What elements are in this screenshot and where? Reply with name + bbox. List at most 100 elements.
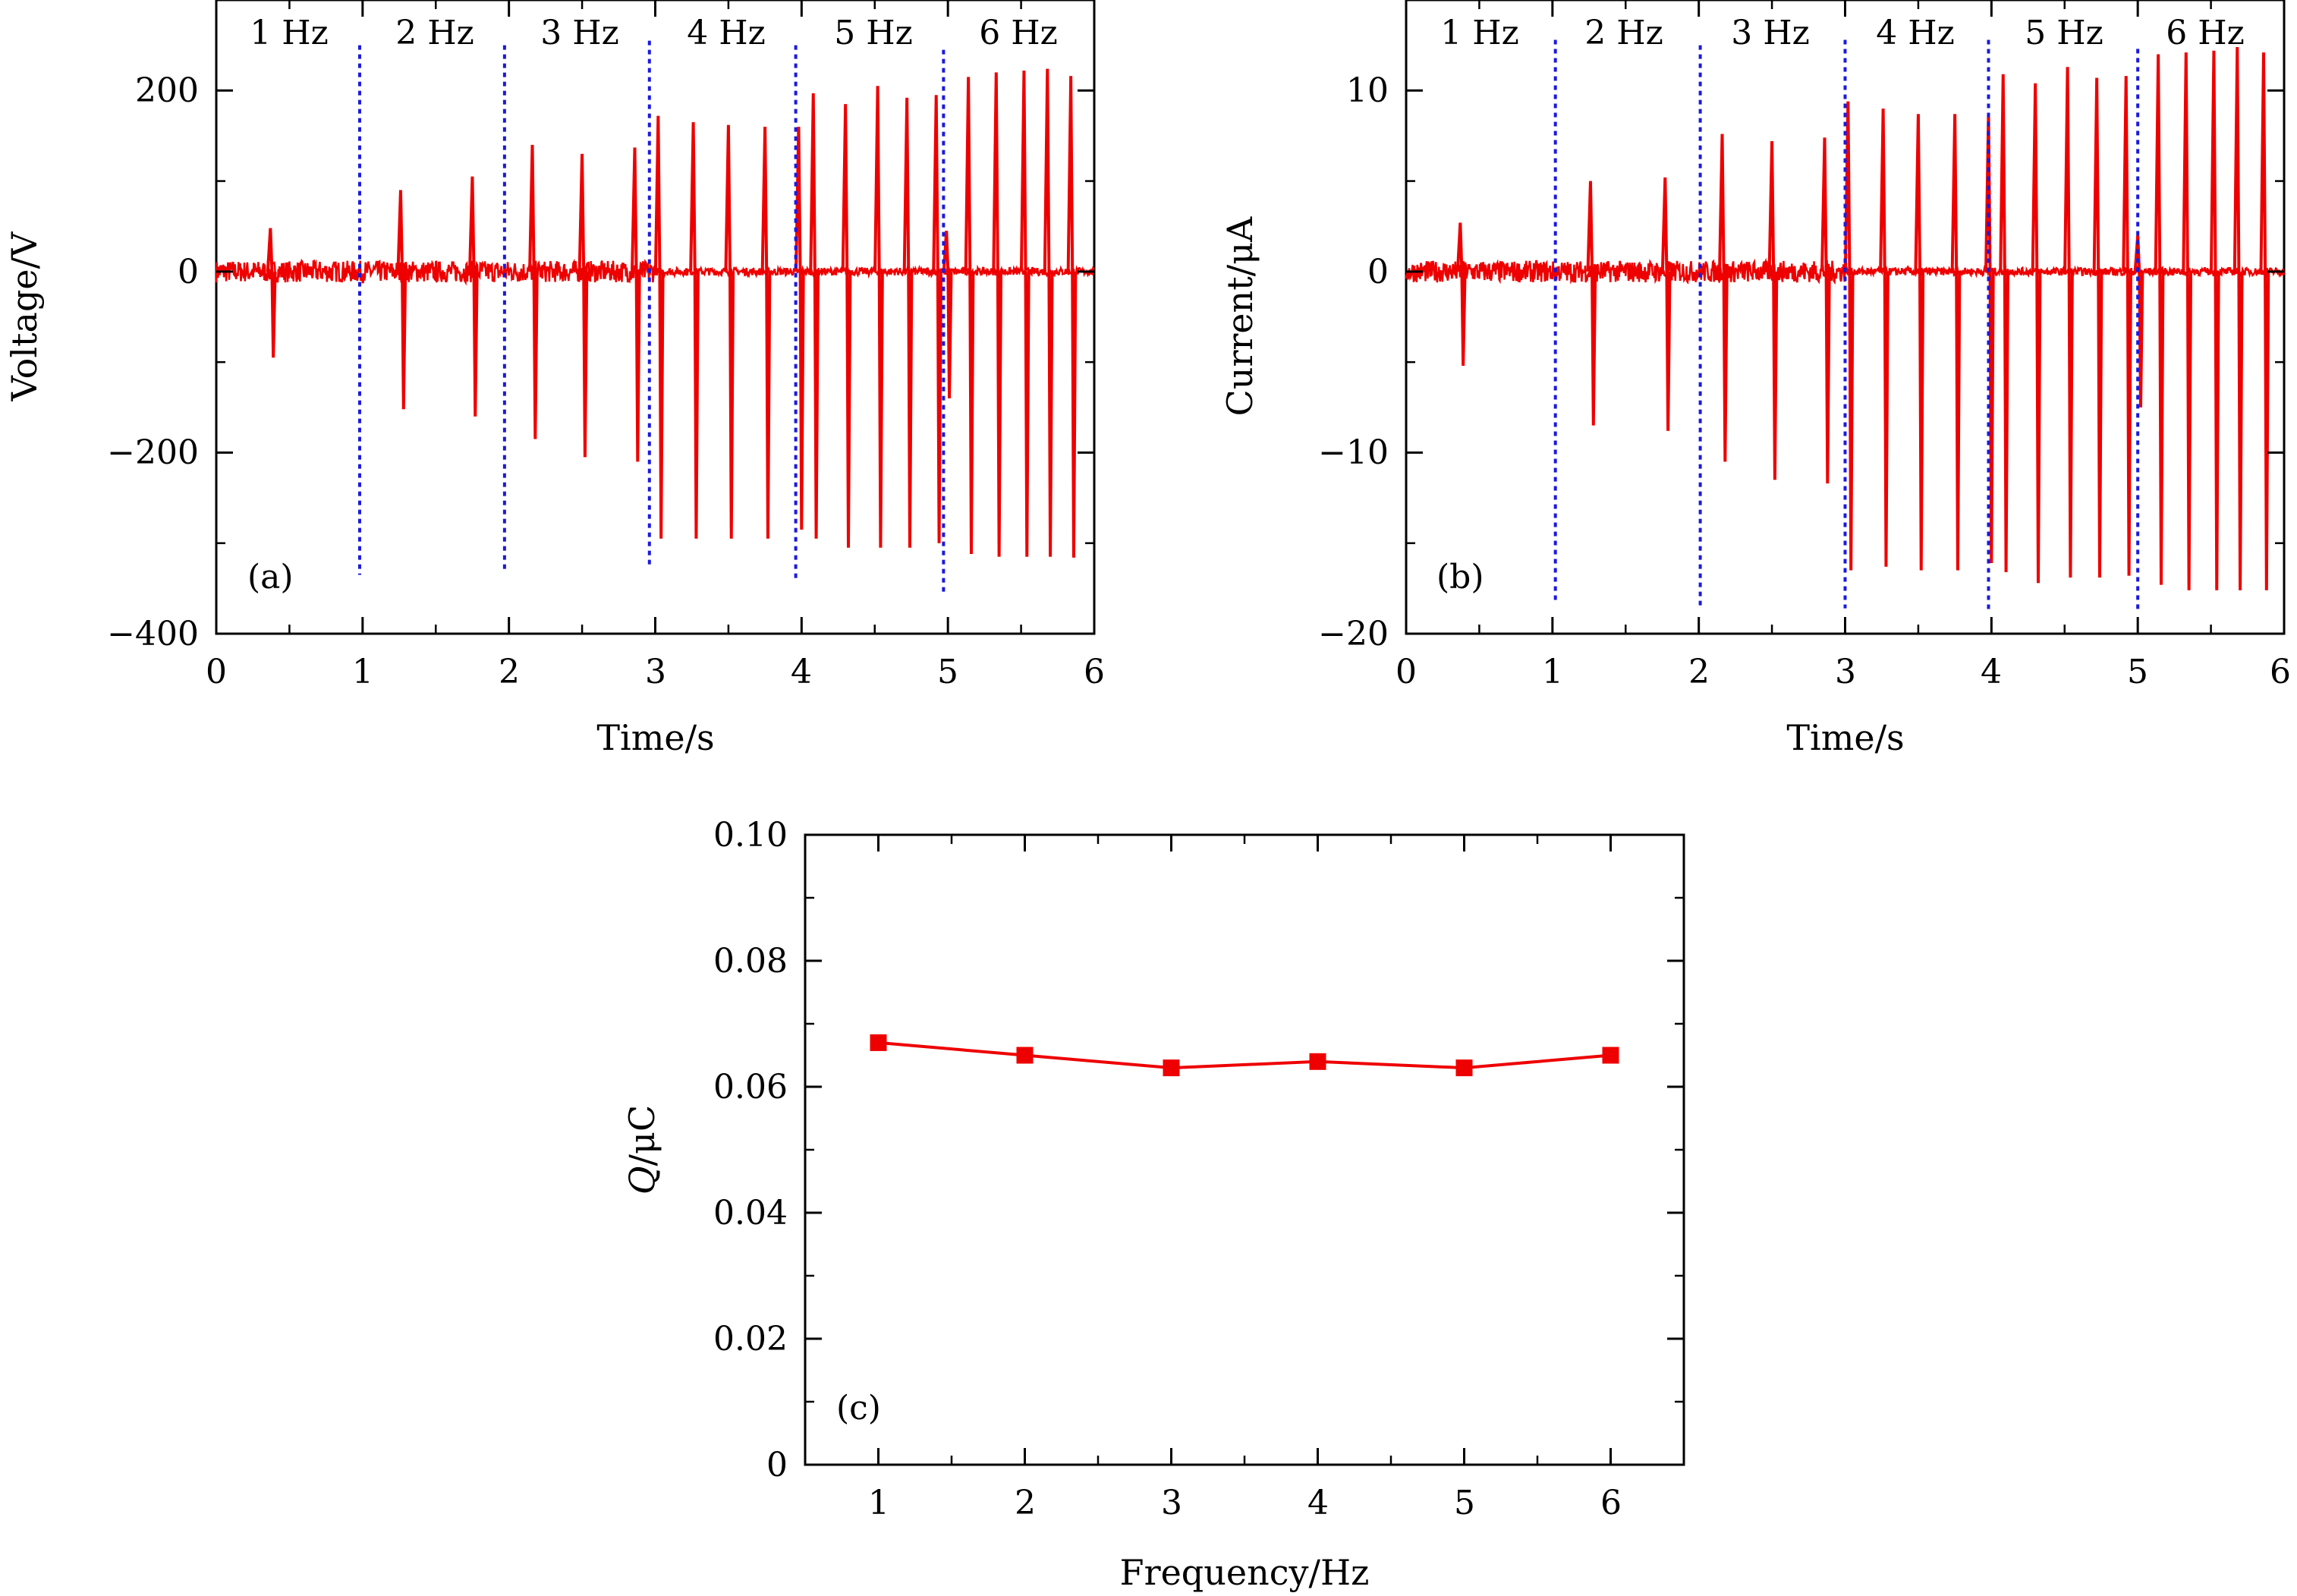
band-label-3hz: 3 Hz	[1731, 14, 1810, 52]
current-pulse	[2092, 77, 2103, 578]
y-tick-label: −20	[1318, 615, 1389, 653]
y-axis-label-a: Voltage/V	[4, 231, 45, 401]
current-pulse	[1660, 177, 1672, 431]
current-pulse	[2182, 52, 2193, 590]
charge-series	[870, 1034, 1619, 1077]
x-tick-label: 5	[2127, 653, 2148, 691]
voltage-pulse	[724, 124, 735, 539]
x-axis-label-b: Time/s	[1786, 717, 1904, 758]
current-pulse	[2259, 52, 2270, 590]
band-label-2hz: 2 Hz	[395, 14, 474, 52]
charge-data-point	[1309, 1053, 1326, 1070]
current-pulse	[2031, 83, 2042, 584]
x-tick-label: 1	[1542, 653, 1563, 691]
voltage-trace-group	[215, 68, 1095, 558]
current-pulse	[1984, 114, 1995, 563]
x-axis-label-c: Frequency/Hz	[1120, 1552, 1370, 1593]
voltage-pulse	[266, 228, 277, 358]
voltage-pulse	[932, 95, 942, 543]
y-tick-labels-c: 0 0.02 0.04 0.06 0.08 0.10	[713, 816, 788, 1484]
x-tick-label: 1	[868, 1484, 889, 1522]
charge-data-point	[1016, 1047, 1034, 1064]
x-tick-labels-a: 0 1 2 3 4 5 6	[206, 653, 1105, 691]
charge-line	[878, 1040, 1611, 1070]
plot-area-a	[215, 0, 1096, 635]
voltage-pulse	[653, 115, 665, 539]
axis-ticks-a	[215, 0, 1096, 635]
x-tick-label: 5	[937, 653, 958, 691]
x-tick-label: 4	[1981, 653, 2002, 691]
y-tick-label: 0.08	[713, 942, 788, 981]
voltage-pulse	[396, 190, 407, 410]
voltage-pulse	[795, 126, 805, 530]
x-tick-label: 3	[1161, 1484, 1182, 1522]
x-tick-label: 4	[1307, 1484, 1329, 1522]
charge-data-point	[870, 1034, 887, 1051]
frequency-divider-group	[1553, 39, 2140, 610]
y-axis-label-b: Current/μA	[1219, 216, 1260, 417]
band-label-3hz: 3 Hz	[540, 14, 619, 52]
x-tick-label: 2	[1015, 1484, 1036, 1522]
current-pulse	[1843, 101, 1855, 571]
band-label-6hz: 6 Hz	[979, 14, 1058, 52]
y-axis-label-unit: /μC	[621, 1105, 662, 1166]
x-tick-labels-b: 0 1 2 3 4 5 6	[1396, 653, 2291, 691]
voltage-pulse	[873, 86, 884, 548]
y-tick-label: 0	[766, 1446, 788, 1484]
frequency-divider-group	[357, 40, 946, 593]
x-tick-label: 3	[1835, 653, 1856, 691]
band-label-5hz: 5 Hz	[2025, 14, 2103, 52]
axis-ticks-b	[1405, 0, 2286, 635]
voltage-pulse	[902, 97, 914, 548]
current-pulse	[2122, 76, 2132, 576]
x-tick-label: 3	[645, 653, 666, 691]
current-pulse	[2133, 235, 2144, 408]
current-pulse	[1767, 141, 1779, 480]
band-label-5hz: 5 Hz	[834, 14, 913, 52]
x-tick-label: 1	[352, 653, 373, 691]
y-tick-label: 0	[178, 253, 199, 291]
band-label-2hz: 2 Hz	[1584, 14, 1663, 52]
band-labels-a: 1 Hz 2 Hz 3 Hz 4 Hz 5 Hz 6 Hz	[250, 14, 1058, 52]
x-tick-label: 5	[1454, 1484, 1475, 1522]
current-pulse	[1914, 114, 1925, 571]
y-tick-label: 0	[1367, 253, 1389, 291]
axis-ticks-c	[805, 833, 1684, 1466]
voltage-pulse	[467, 176, 479, 417]
current-pulse	[1879, 109, 1890, 567]
current-pulse	[1950, 114, 1962, 571]
y-tick-label: 10	[1346, 71, 1389, 110]
panel-label-c: (c)	[836, 1389, 881, 1428]
voltage-pulse	[1043, 68, 1054, 557]
panel-b: 1 Hz 2 Hz 3 Hz 4 Hz 5 Hz 6 Hz (b) 0 1 2 …	[1219, 0, 2291, 758]
band-label-4hz: 4 Hz	[687, 14, 766, 52]
y-axis-label-symbol: Q	[621, 1166, 662, 1195]
x-tick-label: 2	[1688, 653, 1710, 691]
x-tick-label: 6	[1084, 653, 1105, 691]
voltage-pulse	[964, 77, 975, 555]
x-tick-label: 4	[791, 653, 812, 691]
x-tick-label: 6	[2270, 653, 2291, 691]
voltage-pulse	[992, 72, 1003, 557]
x-tick-label: 6	[1600, 1484, 1622, 1522]
plot-area-c	[804, 833, 1685, 1466]
band-label-1hz: 1 Hz	[250, 14, 329, 52]
band-label-6hz: 6 Hz	[2166, 14, 2245, 52]
panel-a: 1 Hz 2 Hz 3 Hz 4 Hz 5 Hz 6 Hz (a) 0 1 2 …	[4, 0, 1105, 758]
x-tick-label: 0	[1396, 653, 1417, 691]
y-tick-label: −400	[107, 615, 199, 653]
voltage-pulse	[942, 231, 953, 398]
voltage-pulse	[1019, 71, 1031, 557]
current-pulse	[1718, 134, 1729, 462]
x-axis-label-a: Time/s	[596, 717, 714, 758]
voltage-pulse	[689, 122, 700, 539]
x-tick-labels-c: 1 2 3 4 5 6	[868, 1484, 1622, 1522]
y-tick-labels-b: −20 −10 0 10	[1318, 71, 1389, 653]
current-pulse	[1820, 137, 1831, 484]
current-pulse	[2154, 54, 2165, 585]
panel-label-b: (b)	[1436, 558, 1484, 597]
current-pulse	[2063, 67, 2074, 578]
y-axis-label-c: Q/μC	[621, 1105, 662, 1195]
y-tick-labels-a: −400 −200 0 200	[107, 71, 199, 653]
